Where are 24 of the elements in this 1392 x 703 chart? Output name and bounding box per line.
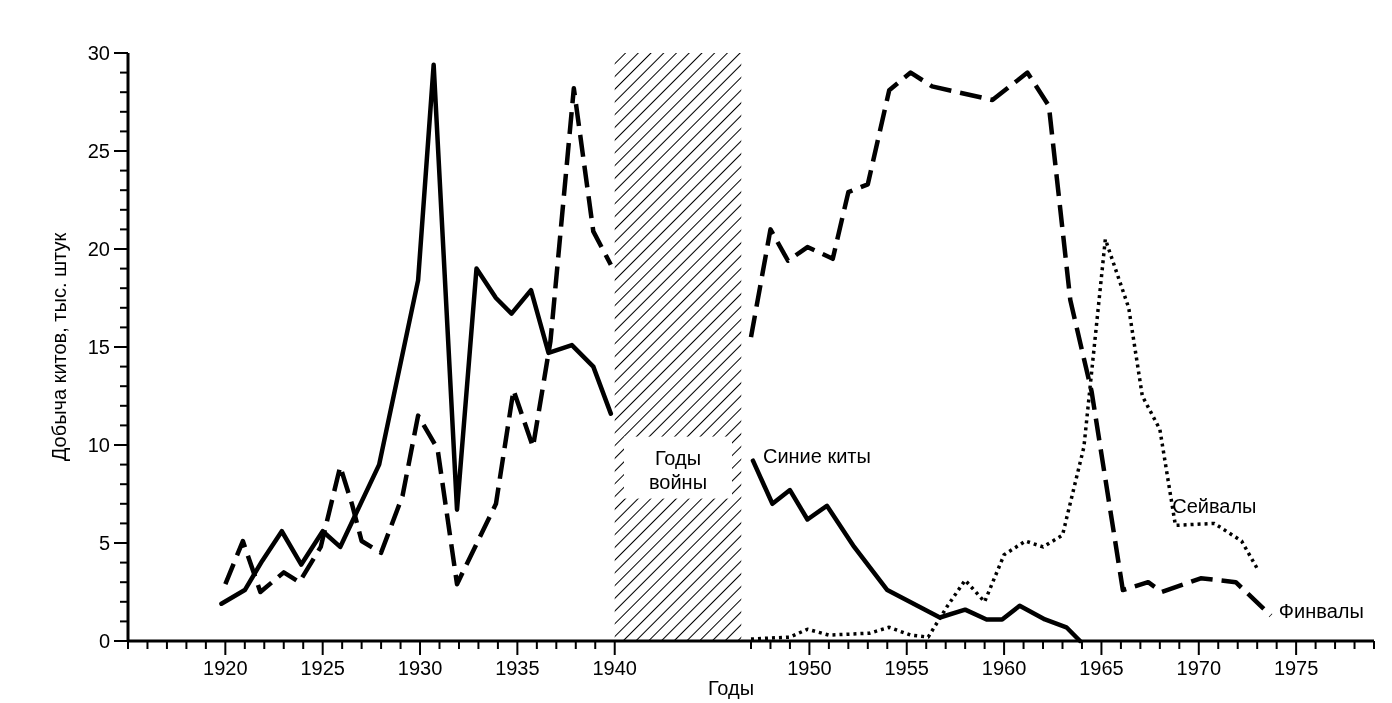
x-tick-label: 1925 [300,657,345,679]
x-tick-label: 1920 [203,657,248,679]
y-tick-label: 10 [87,434,110,456]
y-tick-label: 5 [98,532,110,554]
x-axis-title: Годы [707,677,755,699]
y-axis-title: Добыча китов, тыс. штук [48,232,70,462]
x-tick-label: 1930 [397,657,443,679]
x-tick-label: 1950 [787,657,832,679]
x-tick-label: 1955 [884,657,929,679]
y-tick-label: 0 [98,630,110,652]
band-label: Годы войны [648,446,708,493]
y-tick-label: 25 [87,140,110,162]
series-label: Финвалы [1278,599,1364,622]
x-tick-label: 1975 [1273,657,1319,679]
x-tick-label: 1940 [592,657,637,679]
series-label: Сейвалы [1172,495,1257,518]
y-tick-label: 20 [87,238,110,260]
x-tick-label: 1965 [1079,657,1124,679]
y-tick-label: 30 [87,42,110,64]
y-tick-label: 15 [87,336,110,358]
x-tick-label: 1960 [981,657,1027,679]
x-tick-label: 1935 [495,657,540,679]
x-tick-label: 1970 [1176,657,1222,679]
series-label: Синие киты [762,444,871,467]
